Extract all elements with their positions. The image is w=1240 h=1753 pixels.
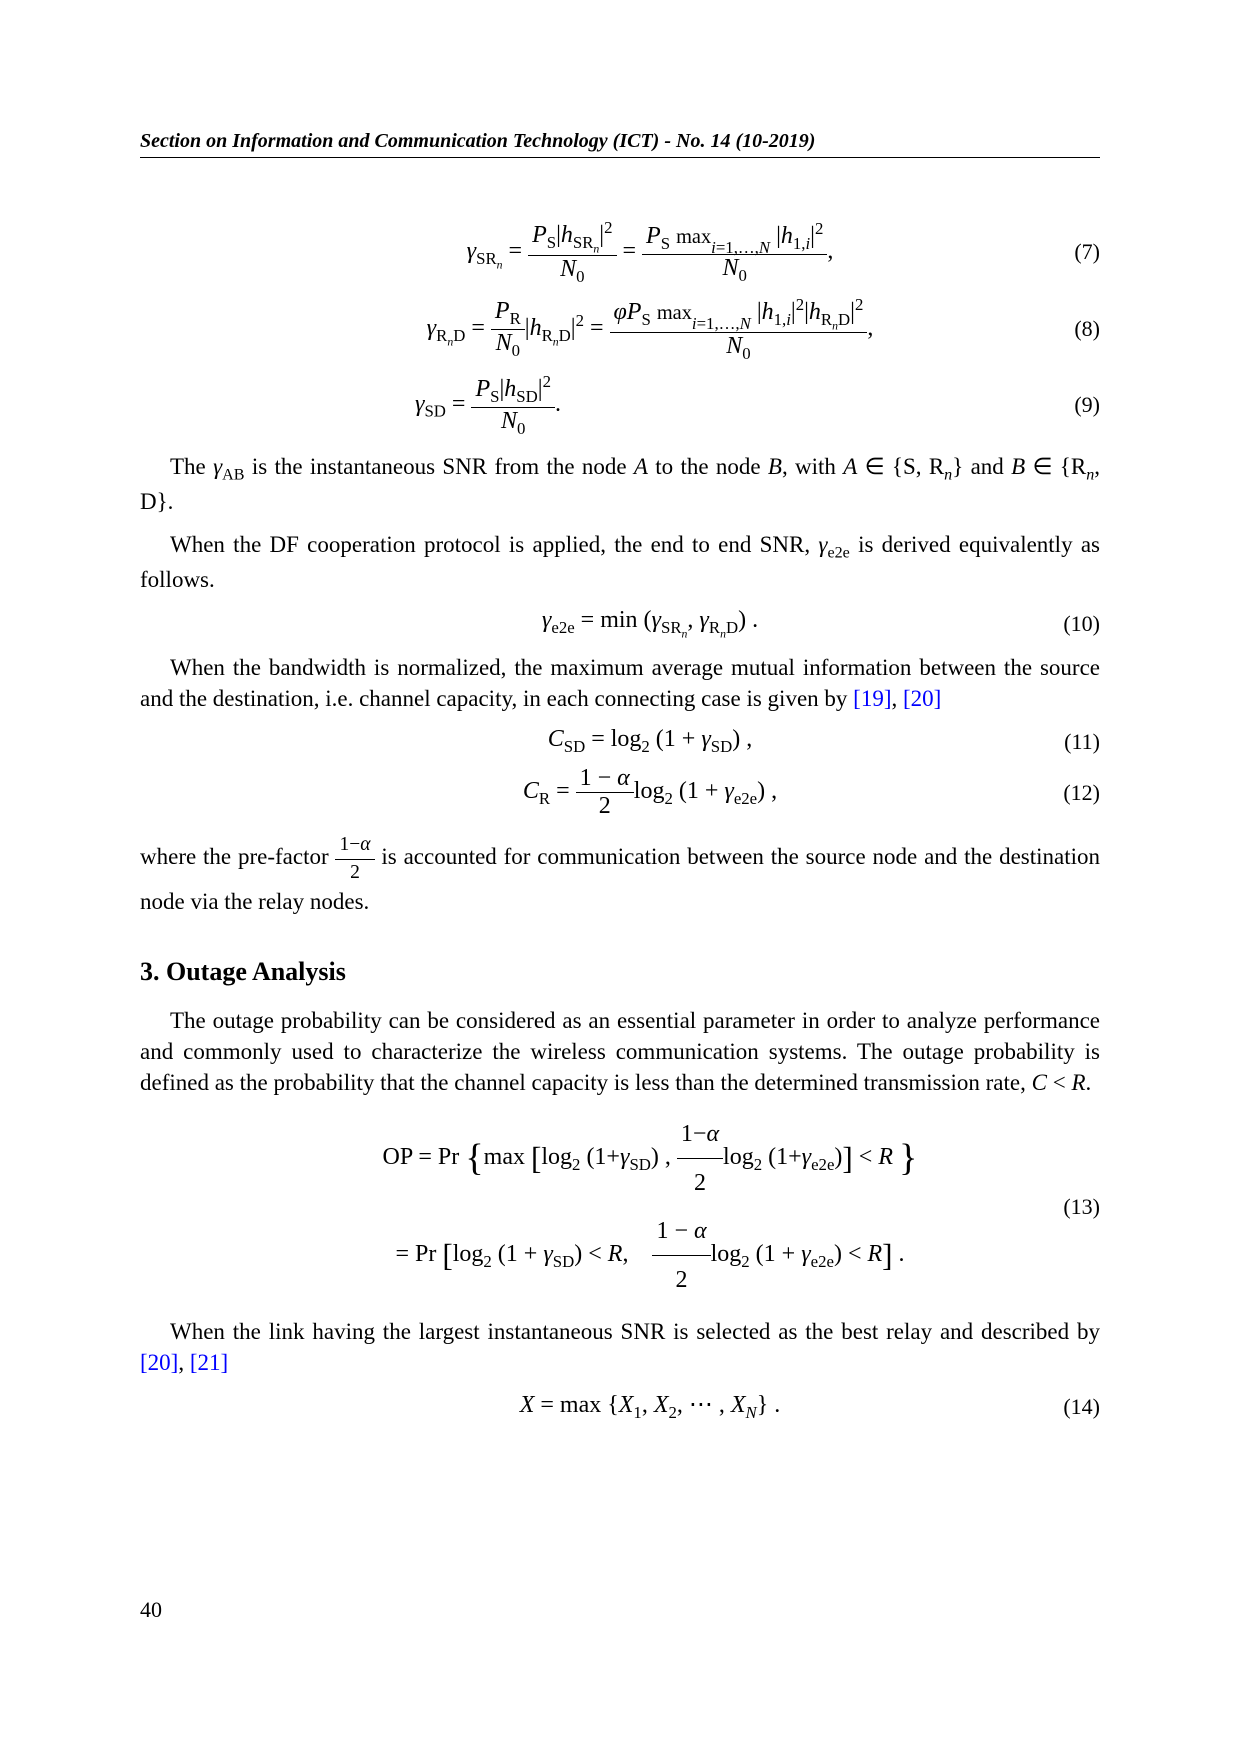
equation-8-content: γRnD = PRN0|hRnD|2 = φPS maxi=1,…,N |h1,…	[140, 295, 1040, 364]
page-number: 40	[140, 1597, 162, 1623]
equation-8-number: (8)	[1040, 316, 1100, 342]
equation-10-number: (10)	[1040, 611, 1100, 637]
equation-10: γe2e = min (γSRn, γRnD) . (10)	[140, 607, 1100, 640]
equation-7-content: γSRn = PS|hSRn|2N0 = PS maxi=1,…,N |h1,i…	[140, 218, 1040, 287]
citation-20b[interactable]: [20]	[140, 1350, 178, 1375]
paragraph-prefactor: where the pre-factor 1−α2 is accounted f…	[140, 832, 1100, 917]
paragraph-best-relay: When the link having the largest instant…	[140, 1316, 1100, 1378]
citation-21[interactable]: [21]	[190, 1350, 228, 1375]
paragraph-snr-description: The γAB is the instantaneous SNR from th…	[140, 451, 1100, 517]
equation-13: OP = Pr {max [log2 (1+γSD) , 1−α2log2 (1…	[140, 1110, 1100, 1304]
equation-11-number: (11)	[1040, 729, 1100, 755]
equation-9: γSD = PS|hSD|2N0. (9)	[140, 372, 1100, 439]
equation-8: γRnD = PRN0|hRnD|2 = φPS maxi=1,…,N |h1,…	[140, 295, 1100, 364]
equation-13-number: (13)	[1040, 1194, 1100, 1220]
equation-14-content: X = max {X1, X2, ⋯ , XN} .	[140, 1390, 1040, 1423]
equation-12: CR = 1 − α2log2 (1 + γe2e) , (12)	[140, 765, 1100, 820]
equation-12-number: (12)	[1040, 780, 1100, 806]
paragraph-df-protocol: When the DF cooperation protocol is appl…	[140, 529, 1100, 595]
paragraph-outage-def: The outage probability can be considered…	[140, 1005, 1100, 1098]
paragraph-bandwidth: When the bandwidth is normalized, the ma…	[140, 652, 1100, 714]
equation-14: X = max {X1, X2, ⋯ , XN} . (14)	[140, 1390, 1100, 1423]
equation-7-number: (7)	[1040, 239, 1100, 265]
page-header: Section on Information and Communication…	[140, 130, 1100, 158]
equation-9-number: (9)	[1040, 392, 1100, 418]
equation-10-content: γe2e = min (γSRn, γRnD) .	[140, 607, 1040, 640]
section-heading-outage: 3. Outage Analysis	[140, 957, 1100, 987]
equation-14-number: (14)	[1040, 1394, 1100, 1420]
equation-13-content: OP = Pr {max [log2 (1+γSD) , 1−α2log2 (1…	[140, 1110, 1040, 1304]
citation-19[interactable]: [19]	[853, 686, 891, 711]
citation-20[interactable]: [20]	[903, 686, 941, 711]
equation-11: CSD = log2 (1 + γSD) , (11)	[140, 726, 1100, 757]
equation-11-content: CSD = log2 (1 + γSD) ,	[140, 726, 1040, 757]
equation-7: γSRn = PS|hSRn|2N0 = PS maxi=1,…,N |h1,i…	[140, 218, 1100, 287]
equation-9-content: γSD = PS|hSD|2N0.	[385, 372, 1040, 439]
equation-12-content: CR = 1 − α2log2 (1 + γe2e) ,	[140, 765, 1040, 820]
